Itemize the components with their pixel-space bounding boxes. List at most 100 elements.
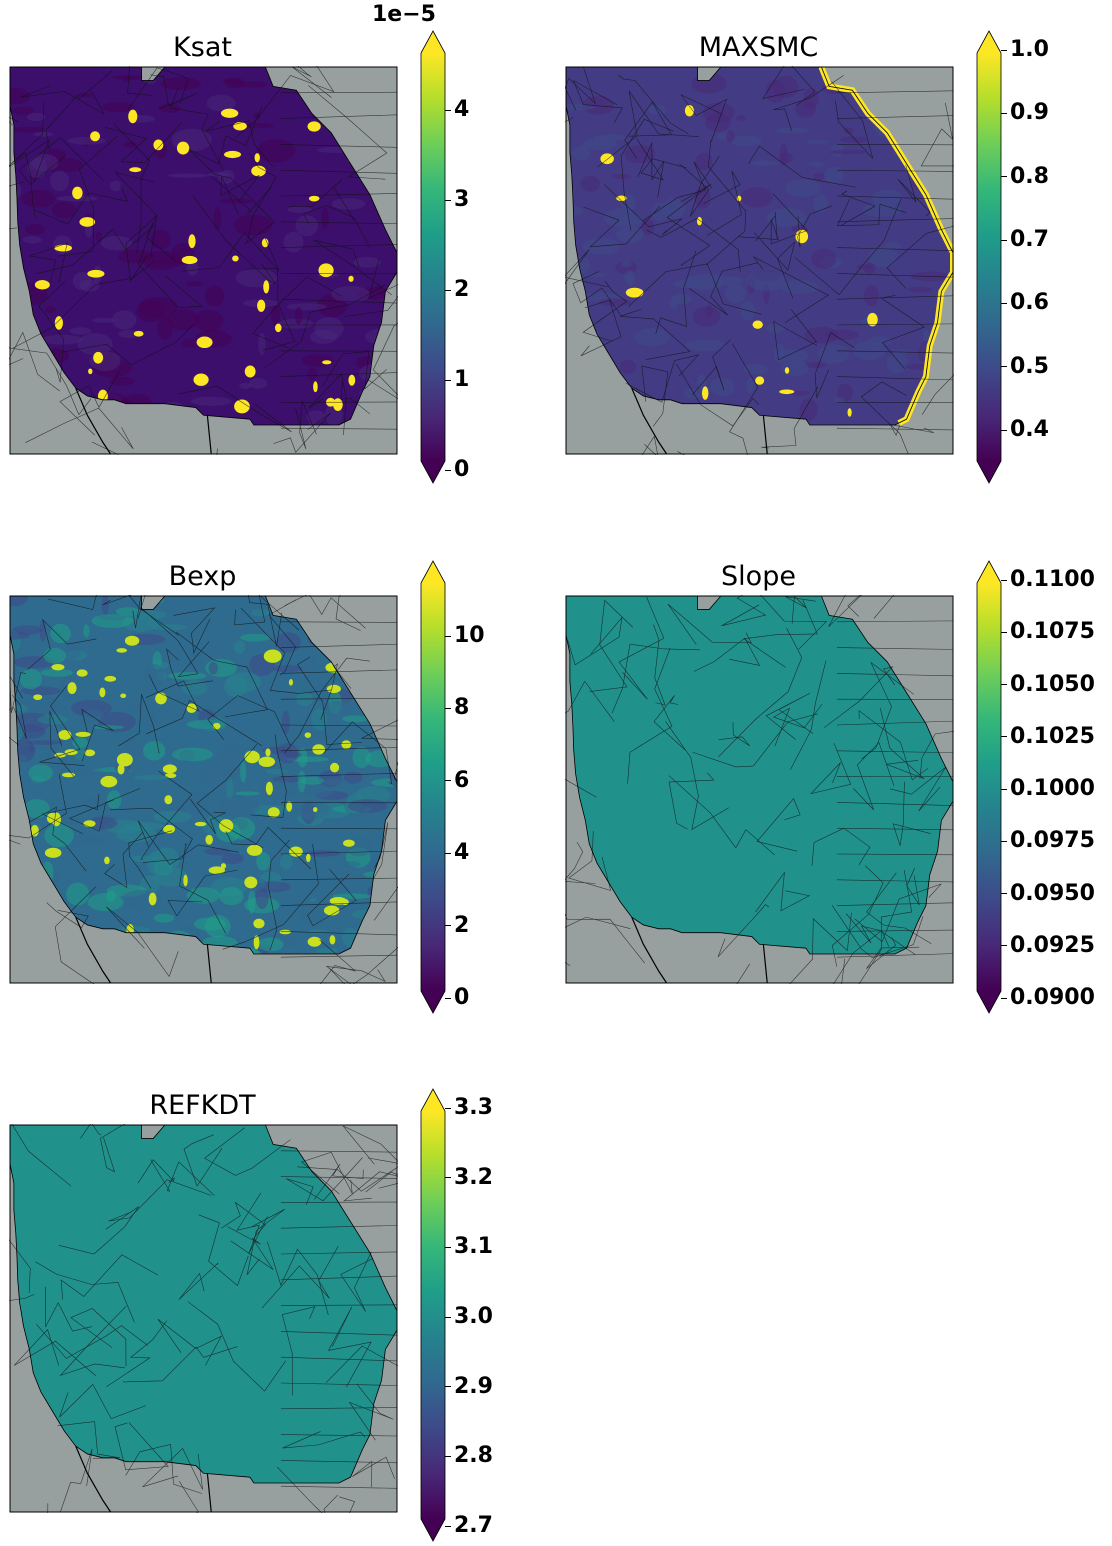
boundary-lines [9,66,398,455]
colorbar-tick-mark [1001,302,1007,304]
colorbar-tick-mark [445,1246,451,1248]
colorbar-tick-label: 0.5 [1010,353,1049,379]
colorbar-tick-label: 0.7 [1010,227,1049,252]
boundary-lines [9,1124,398,1513]
colorbar-tick-mark [1001,631,1007,633]
colorbar-ksat [420,30,446,484]
colorbar-tick-label: 0.0975 [1010,828,1095,854]
boundary-lines [565,66,954,455]
colorbar-tick-mark [1001,49,1007,51]
border-line [631,916,668,984]
colorbar-tick-mark [445,109,451,111]
colorbar-tick-mark [445,852,451,854]
map-frame [565,66,954,455]
colorbar-tick-mark [1001,579,1007,581]
panel-title: Slope [721,561,796,592]
colorbar-extend-min [421,461,445,483]
colorbar-outline [976,30,1002,484]
colorbar-tick-label: 0.1050 [1010,671,1095,697]
colorbar-tick-label: 3.0 [454,1304,493,1329]
data-region [566,596,953,954]
map-refkdt [9,1124,398,1513]
colorbar-tick-label: 1 [454,367,470,392]
colorbar-tick-mark [1001,840,1007,842]
map-maxsmc [565,66,954,455]
colorbar-tick-label: 10 [454,623,485,648]
colorbar-tick-mark [445,1316,451,1318]
colorbar-slope [976,560,1002,1014]
colorbar-tick-label: 1.0 [1010,37,1049,62]
border-line [631,387,668,455]
colorbar-tick-mark [1001,684,1007,685]
colorbar-tick-mark [445,1455,451,1457]
colorbar-tick-label: 8 [454,695,470,721]
colorbar-tick-label: 0.0900 [1010,985,1095,1010]
colorbar-multiplier: 1e−5 [372,2,436,27]
colorbar-tick-mark [1001,176,1007,178]
colorbar-tick-label: 0.1100 [1010,567,1095,592]
boundary-lines [565,595,954,984]
colorbar-extend-min [421,1519,445,1541]
colorbar-tick-mark [1001,788,1007,790]
colorbar-extend-max [421,1089,445,1111]
colorbar-tick-mark [445,635,451,637]
colorbar-outline [420,30,446,484]
colorbar-tick-label: 0.4 [1010,417,1049,442]
map-frame [9,595,398,984]
colorbar-gradient [421,53,445,461]
colorbar-bexp [420,560,446,1014]
coastline [9,66,398,426]
colorbar-tick-mark [445,469,451,471]
colorbar-tick-label: 0.8 [1010,163,1049,189]
colorbar-gradient [421,1111,445,1519]
colorbar-tick-label: 0.1000 [1010,776,1095,801]
map-bexp [9,595,398,984]
colorbar-tick-label: 0.1025 [1010,723,1095,749]
colorbar-tick-label: 2 [454,912,470,938]
border-line [762,415,768,455]
data-region [10,1125,397,1483]
colorbar-extend-min [977,991,1001,1013]
colorbar-outline [420,1088,446,1542]
colorbar-tick-mark [445,199,451,201]
colorbar-extend-max [977,31,1001,53]
border-line [75,387,112,455]
colorbar-gradient [977,583,1001,991]
colorbar-tick-mark [445,925,451,927]
colorbar-extend-max [977,561,1001,583]
colorbar-tick-label: 0.0950 [1010,880,1095,906]
border-line [206,415,212,455]
colorbar-tick-mark [445,289,451,291]
border-line [206,944,212,984]
boundary-lines [9,595,398,984]
colorbar-tick-label: 6 [454,767,470,793]
colorbar-tick-mark [445,997,451,999]
colorbar-tick-mark [445,707,451,709]
coastline [9,595,398,955]
colorbar-tick-label: 3.3 [454,1095,493,1120]
map-slope [565,595,954,984]
colorbar-tick-mark [445,1386,451,1388]
coastline [9,1124,398,1484]
colorbar-tick-mark [1001,239,1007,241]
border-line [762,944,768,984]
colorbar-tick-mark [1001,945,1007,947]
coastline [565,595,954,955]
colorbar-tick-label: 0.1075 [1010,619,1095,645]
colorbar-tick-label: 0 [454,985,470,1010]
map-frame [9,66,398,455]
coastline [565,66,954,426]
colorbar-maxsmc [976,30,1002,484]
colorbar-tick-mark [445,1177,451,1179]
border-line [75,1445,112,1513]
map-frame [565,595,954,984]
colorbar-extend-max [421,561,445,583]
colorbar-tick-mark [445,379,451,381]
colorbar-gradient [977,53,1001,461]
colorbar-tick-label: 0.6 [1010,290,1049,316]
colorbar-tick-label: 0 [454,457,470,482]
colorbar-tick-mark [1001,366,1007,368]
colorbar-outline [420,560,446,1014]
border-line [206,1473,212,1513]
colorbar-tick-mark [445,1107,451,1109]
